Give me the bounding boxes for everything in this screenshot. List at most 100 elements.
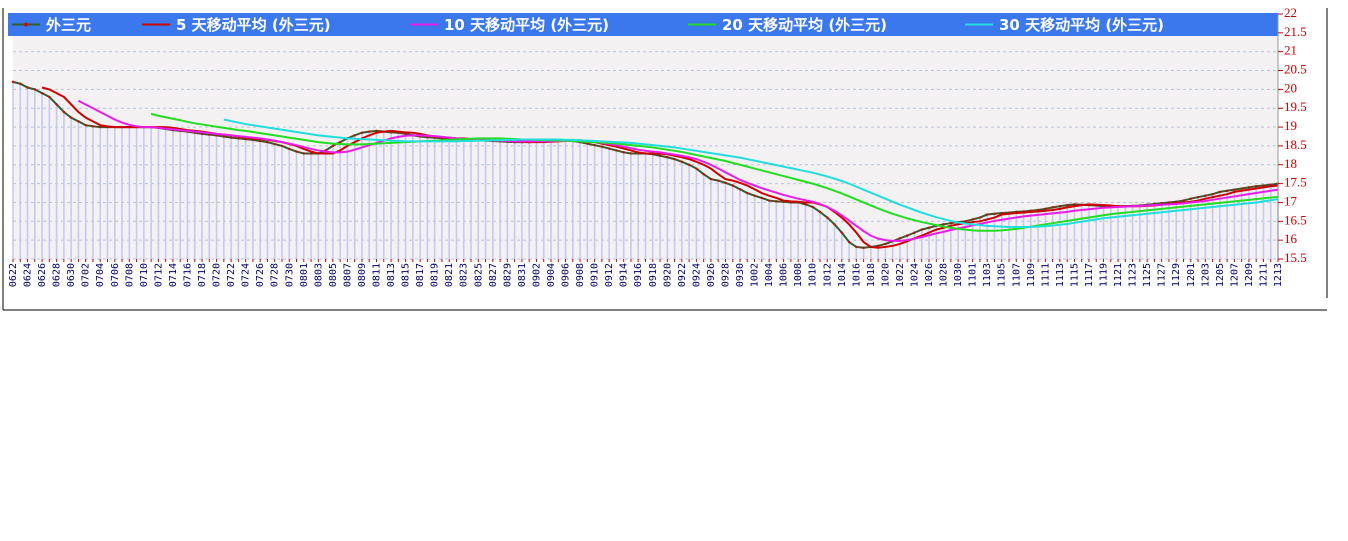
x-tick-label: 0716 [182,263,193,287]
point [1073,203,1076,206]
x-tick-label: 1101 [968,263,979,287]
x-tick-label: 1209 [1244,263,1255,287]
x-tick-label: 1113 [1055,263,1066,287]
point [1218,190,1222,194]
point [629,152,633,155]
x-tick-label: 1018 [866,263,877,287]
x-tick-label: 1117 [1084,263,1095,287]
point [680,160,684,163]
x-tick-label: 1024 [909,263,920,287]
x-tick-label: 0910 [590,263,601,287]
legend-label: 10 天移动平均 (外三元) [444,16,609,34]
point [731,184,734,187]
x-tick-label: 1201 [1186,263,1197,287]
x-tick-label: 1006 [779,263,790,287]
point [1044,207,1047,211]
y-tick-label: 16 [1284,231,1298,246]
point [964,220,967,223]
x-tick-label: 1207 [1229,263,1240,287]
x-tick-label: 0918 [648,263,659,287]
point [48,95,51,99]
point [353,134,356,137]
point [862,246,865,249]
y-tick-label: 19.5 [1284,99,1307,114]
point [753,194,756,197]
x-tick-label: 1121 [1113,263,1124,287]
x-tick-label: 1109 [1026,263,1037,287]
x-tick-label: 0827 [488,263,499,287]
x-tick-label: 0926 [706,263,717,287]
point [360,131,364,134]
y-tick-label: 18 [1284,156,1297,171]
point [978,216,982,219]
x-tick-label: 1014 [837,263,848,287]
x-tick-label: 1008 [793,263,804,287]
legend-label: 30 天移动平均 (外三元) [999,16,1164,34]
x-tick-label: 1125 [1142,263,1153,287]
point [222,135,226,138]
x-tick-label: 0908 [575,263,586,287]
point [833,223,836,226]
point [920,228,923,231]
x-tick-label: 0624 [23,263,34,287]
series-line [77,99,1279,242]
x-tick-label: 1123 [1128,263,1139,287]
point [1240,187,1243,190]
axes: 15.5 16 16.5 17 17.5 18 18.5 19 19.5 20 20.5 21 21.5… [2,5,1328,311]
point [55,103,58,106]
x-tick-label: 0924 [691,263,702,287]
x-tick-label: 0630 [66,263,77,287]
x-tick-label: 0819 [430,263,441,287]
point [884,242,887,246]
x-tick-label: 0928 [720,263,731,287]
x-tick-label: 1119 [1099,263,1110,287]
point [288,147,291,151]
point [33,88,37,91]
series-line [223,118,1279,228]
legend-label: 外三元 [45,16,91,34]
point [826,216,829,219]
point [746,191,749,195]
bars [12,81,1279,259]
x-tick-label: 0622 [8,263,19,287]
y-tick-label: 22 [1284,5,1297,20]
point [687,163,691,166]
x-tick-label: 0912 [604,263,615,287]
point [1196,195,1200,199]
x-tick-label: 0904 [546,263,557,287]
x-tick-label: 0724 [241,263,252,287]
x-tick-label: 0720 [212,263,223,287]
point [1051,206,1054,209]
x-tick-label: 1010 [808,263,819,287]
point [615,149,618,152]
x-tick-label: 1203 [1200,263,1211,287]
point [876,244,880,248]
point [593,143,596,147]
x-tick-label: 1115 [1069,263,1080,287]
x-tick-label: 1020 [880,263,891,287]
x-tick-label: 0813 [386,263,397,287]
point [607,147,611,150]
x-tick-label: 1105 [997,263,1008,287]
x-tick-label: 0809 [357,263,368,287]
x-tick-label: 0821 [444,263,455,287]
point [600,145,604,148]
point [1262,184,1265,187]
x-tick-label: 0930 [735,263,746,287]
point [622,151,625,154]
x-tick-label: 1002 [750,263,761,287]
point [1065,203,1069,207]
point [62,110,66,114]
y-tick-label: 21 [1284,43,1297,58]
point [927,226,931,229]
point [368,130,371,133]
point [717,179,720,182]
x-tick-label: 0817 [415,263,426,287]
x-tick-label: 1030 [953,263,964,287]
point [724,181,727,185]
point [818,210,822,214]
point [40,91,44,95]
y-tick-label: 17 [1284,193,1298,208]
x-tick-label: 0726 [255,263,266,287]
